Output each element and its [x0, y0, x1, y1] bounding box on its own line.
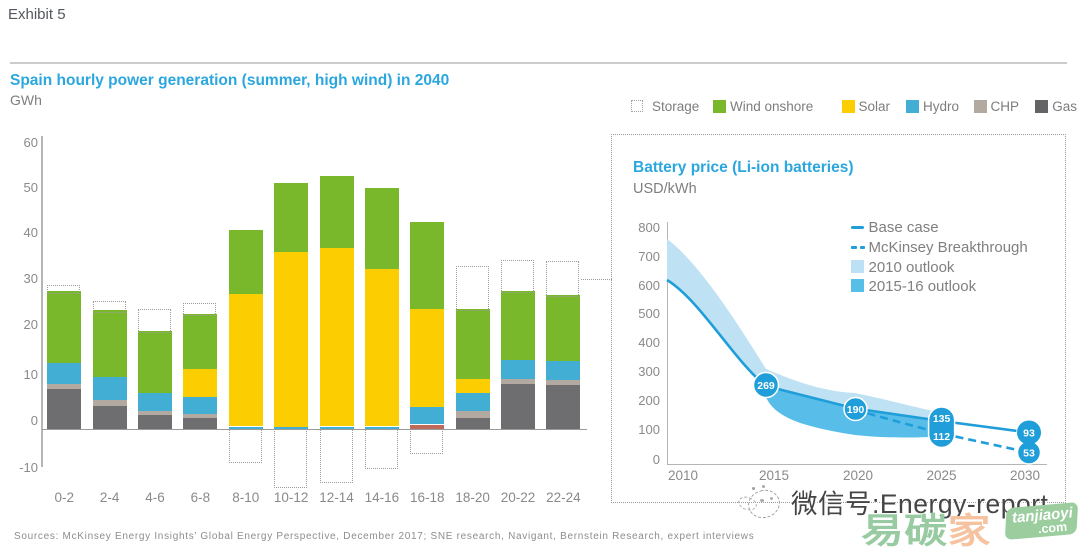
svg-text:190: 190 [847, 404, 865, 416]
svg-text:112: 112 [933, 431, 950, 443]
svg-text:135: 135 [933, 413, 951, 425]
svg-text:269: 269 [757, 380, 775, 392]
svg-text:53: 53 [1023, 448, 1035, 460]
svg-text:93: 93 [1023, 428, 1035, 440]
